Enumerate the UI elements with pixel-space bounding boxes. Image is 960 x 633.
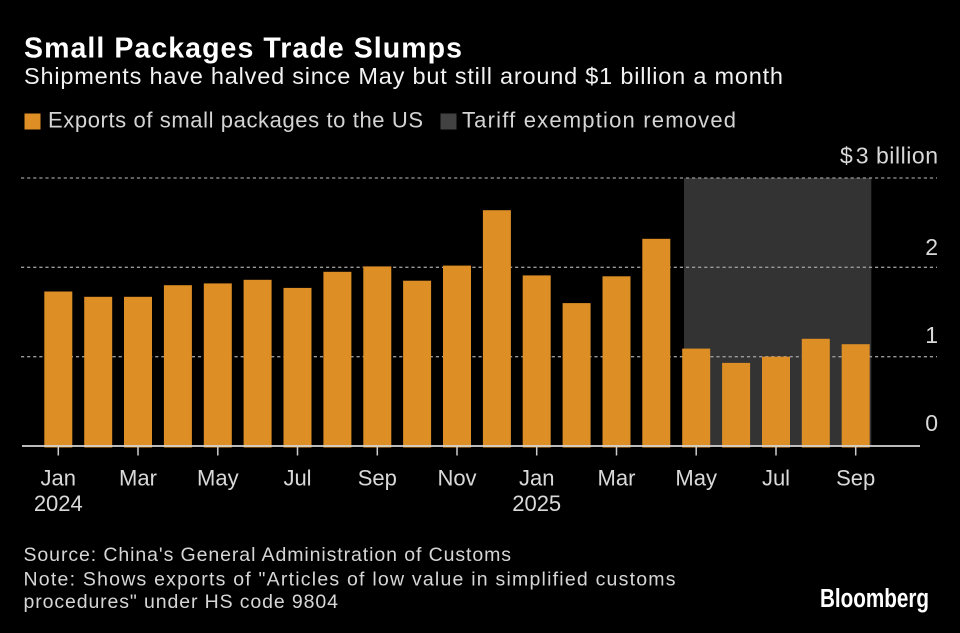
svg-text:$ 3 billion: $ 3 billion bbox=[840, 143, 938, 169]
svg-text:Small Packages Trade Slumps: Small Packages Trade Slumps bbox=[24, 32, 462, 64]
svg-text:Nov: Nov bbox=[437, 466, 476, 491]
svg-text:Bloomberg: Bloomberg bbox=[820, 585, 929, 613]
svg-text:Jul: Jul bbox=[283, 466, 311, 491]
svg-text:2025: 2025 bbox=[512, 491, 561, 516]
svg-text:May: May bbox=[197, 466, 239, 491]
svg-text:2024: 2024 bbox=[34, 491, 83, 516]
svg-text:May: May bbox=[675, 466, 717, 491]
svg-text:2: 2 bbox=[925, 234, 938, 260]
svg-text:Source: China's General Admini: Source: China's General Administration o… bbox=[24, 544, 512, 566]
svg-text:procedures" under HS code 9804: procedures" under HS code 9804 bbox=[24, 591, 339, 613]
svg-text:Sep: Sep bbox=[358, 466, 397, 491]
svg-text:Tariff exemption removed: Tariff exemption removed bbox=[462, 108, 736, 133]
svg-text:Jan: Jan bbox=[519, 466, 554, 491]
svg-text:Jul: Jul bbox=[762, 466, 790, 491]
svg-text:1: 1 bbox=[925, 322, 938, 348]
svg-text:Mar: Mar bbox=[598, 466, 636, 491]
svg-text:Exports of small packages to t: Exports of small packages to the US bbox=[48, 108, 423, 133]
svg-text:Sep: Sep bbox=[836, 466, 875, 491]
svg-text:Jan: Jan bbox=[41, 466, 76, 491]
svg-text:Shipments have halved since Ma: Shipments have halved since May but stil… bbox=[24, 63, 783, 89]
svg-text:Mar: Mar bbox=[119, 466, 157, 491]
svg-text:Note: Shows exports of "Articl: Note: Shows exports of "Articles of low … bbox=[24, 569, 676, 591]
svg-text:0: 0 bbox=[925, 410, 938, 436]
